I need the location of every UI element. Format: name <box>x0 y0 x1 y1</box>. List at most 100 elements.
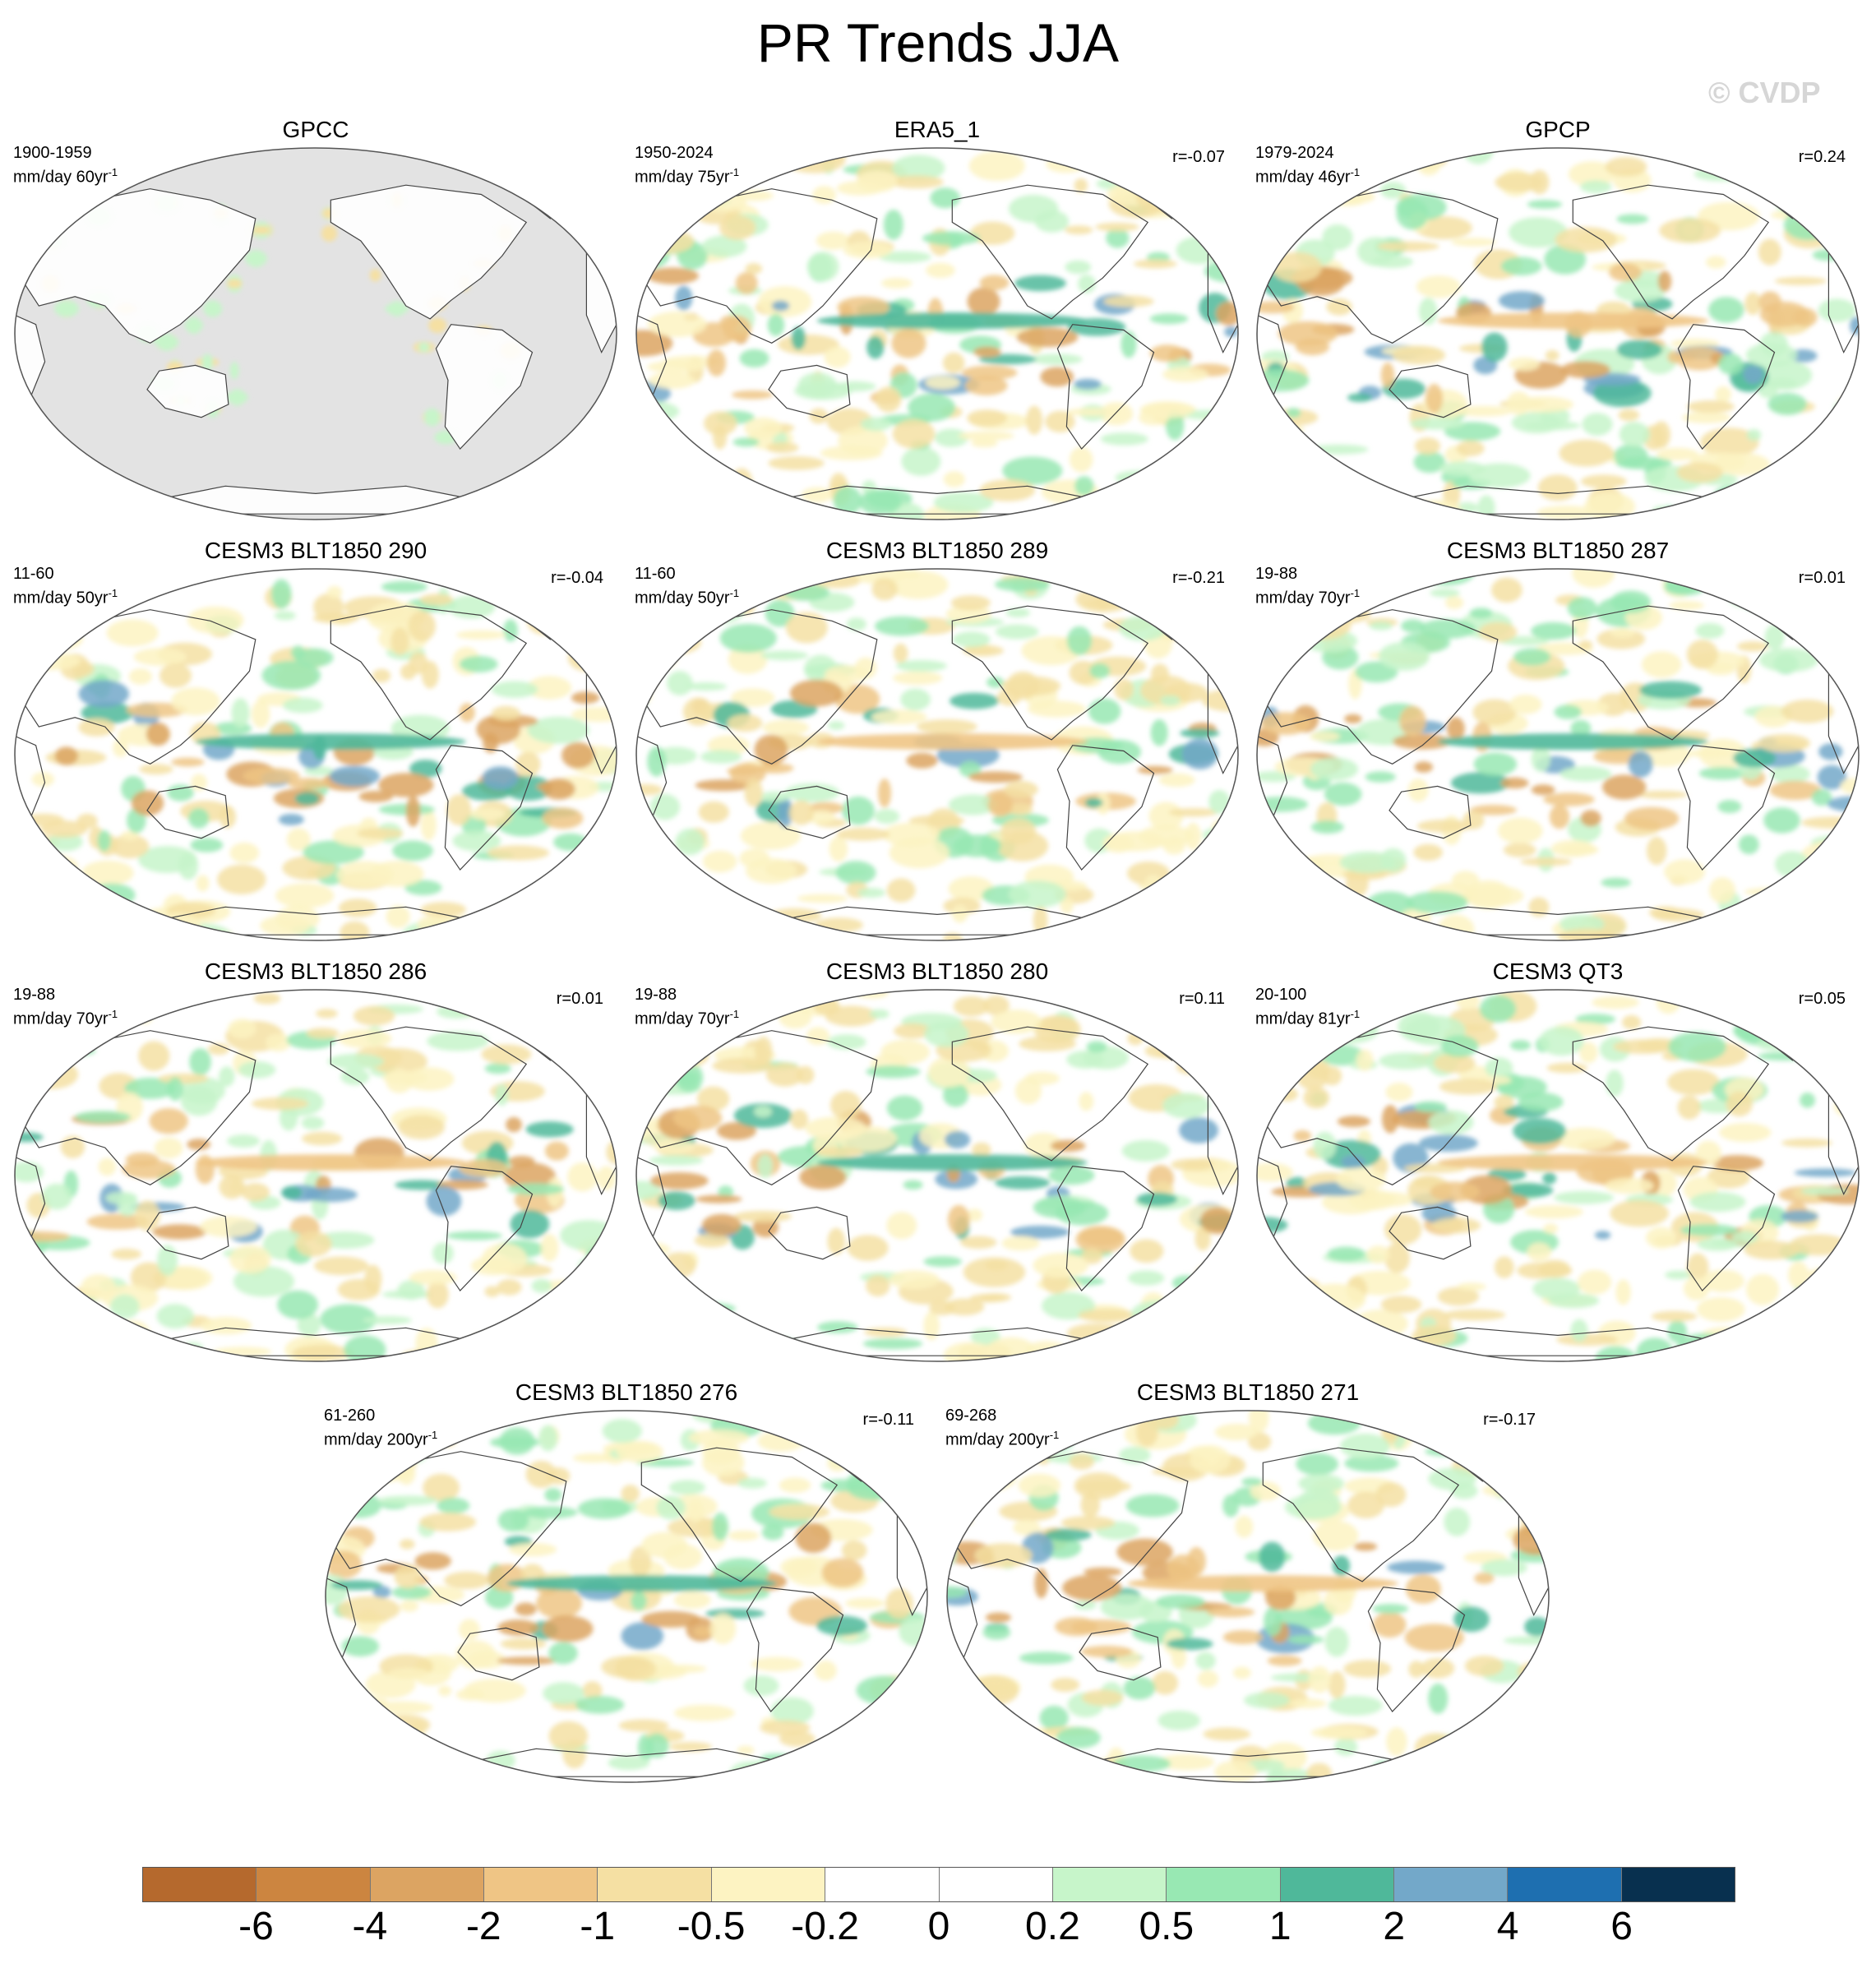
units-exponent: -1 <box>729 587 740 599</box>
continent-outline <box>1262 188 1499 344</box>
pattern-correlation: r=0.01 <box>556 990 603 1008</box>
continent-outline <box>1677 324 1776 450</box>
units-exponent: -1 <box>1049 1429 1060 1441</box>
continent-outline <box>947 1577 978 1662</box>
colorbar-tick-label: 0 <box>927 1905 950 1948</box>
continent-outline <box>1389 1206 1472 1260</box>
colorbar-tick-label: -4 <box>352 1905 388 1948</box>
continent-outline <box>951 605 1149 741</box>
continent-outline <box>150 1327 482 1356</box>
colorbar-swatch <box>370 1868 485 1901</box>
continent-outline <box>326 1577 357 1662</box>
map-border <box>635 989 1239 1362</box>
continent-outline <box>150 485 482 515</box>
continent-outline <box>1262 609 1499 765</box>
panel-title: ERA5_1 <box>894 117 981 142</box>
panel-units: mm/day 60yr-1 <box>13 166 118 187</box>
panel-units: mm/day 70yr-1 <box>1255 587 1361 607</box>
units-exponent: -1 <box>108 1008 118 1020</box>
map-border <box>635 147 1239 520</box>
continent-outline <box>435 745 534 871</box>
continent-outline <box>1572 184 1770 320</box>
colorbar-tick-label: -6 <box>238 1905 274 1948</box>
pattern-correlation: r=0.24 <box>1798 148 1846 166</box>
continent-outline <box>460 1748 792 1777</box>
robinson-map <box>635 147 1239 520</box>
map-border <box>635 568 1239 941</box>
panel-period: 61-260 <box>324 1407 376 1425</box>
panel-units: mm/day 50yr-1 <box>13 587 118 607</box>
continent-outline <box>636 1156 668 1241</box>
panel-units: mm/day 200yr-1 <box>324 1429 438 1449</box>
units-exponent: -1 <box>729 1008 740 1020</box>
map-panel: CESM3 BLT1850 290 11-60 mm/day 50yr-1 r=-0.… <box>12 536 620 947</box>
robinson-map <box>1256 989 1860 1362</box>
continent-outline <box>1257 1156 1288 1241</box>
precip-trend-field <box>15 175 617 515</box>
colorbar-swatch <box>1621 1868 1735 1901</box>
panel-units: mm/day 50yr-1 <box>635 587 740 607</box>
precip-trend-field <box>1257 990 1859 1361</box>
continent-outline <box>20 609 256 765</box>
map-border <box>14 568 617 941</box>
continent-outline <box>435 1166 534 1292</box>
panel-units: mm/day 70yr-1 <box>13 1008 118 1028</box>
continent-outline <box>771 906 1103 935</box>
map-panel: GPCC 1900-1959 mm/day 60yr-1 <box>12 115 620 526</box>
panel-title: CESM3 BLT1850 276 <box>515 1379 738 1405</box>
map-panel: GPCP 1979-2024 mm/day 46yr-1 r=0.24 <box>1254 115 1862 526</box>
pattern-correlation: r=0.05 <box>1798 990 1846 1008</box>
colorbar-swatch <box>598 1868 712 1901</box>
continent-outline <box>951 1026 1149 1162</box>
robinson-map <box>635 989 1239 1362</box>
units-exponent: -1 <box>1350 587 1361 599</box>
continent-outline <box>330 1451 567 1606</box>
continent-outline <box>1257 735 1288 820</box>
continent-outline <box>952 1451 1189 1606</box>
colorbar-swatch <box>939 1868 1053 1901</box>
continent-outline <box>457 1627 540 1681</box>
map-border <box>946 1410 1550 1783</box>
map-panel: CESM3 BLT1850 286 19-88 mm/day 70yr-1 r=0.0… <box>12 957 620 1368</box>
map-panel: ERA5_1 1950-2024 mm/day 75yr-1 r=-0.07 <box>633 115 1241 526</box>
robinson-map <box>1256 568 1860 941</box>
continent-outline <box>150 906 482 935</box>
continent-outline <box>1367 1587 1466 1713</box>
colorbar-swatch <box>1052 1868 1167 1901</box>
panel-title: GPCP <box>1525 117 1591 142</box>
units-exponent: -1 <box>108 587 118 599</box>
continent-outline <box>1392 1327 1724 1356</box>
continent-outline <box>746 1587 844 1713</box>
cvdp-watermark: © CVDP <box>1708 76 1821 109</box>
colorbar-tick-label: 1 <box>1268 1905 1291 1948</box>
continent-outline <box>1262 1030 1499 1185</box>
map-panel: CESM3 QT3 20-100 mm/day 81yr-1 r=0.05 <box>1254 957 1862 1368</box>
panel-units: mm/day 46yr-1 <box>1255 166 1361 187</box>
panel-period: 1950-2024 <box>635 144 714 162</box>
panel-units: mm/day 81yr-1 <box>1255 1008 1361 1028</box>
colorbar-swatch <box>484 1868 598 1901</box>
continent-outline <box>1257 314 1288 400</box>
panel-period: 19-88 <box>635 986 677 1004</box>
pattern-correlation: r=-0.07 <box>1172 148 1225 166</box>
panel-period: 1979-2024 <box>1255 144 1334 162</box>
map-panel: CESM3 BLT1850 287 19-88 mm/day 70yr-1 r=0.0… <box>1254 536 1862 947</box>
robinson-map <box>325 1410 928 1783</box>
colorbar-tick-label: -1 <box>580 1905 616 1948</box>
units-exponent: -1 <box>427 1429 438 1441</box>
map-border <box>325 1410 928 1783</box>
colorbar-swatch <box>825 1868 940 1901</box>
colorbar-swatch <box>1167 1868 1281 1901</box>
page-title: PR Trends JJA <box>756 12 1120 73</box>
continent-outline <box>146 364 229 418</box>
panel-period: 19-88 <box>13 986 56 1004</box>
units-exponent: -1 <box>1350 1008 1361 1020</box>
continent-outline <box>771 485 1103 515</box>
continent-outline <box>768 364 851 418</box>
continent-outline <box>1262 1447 1460 1582</box>
colorbar-tick-label: -0.2 <box>791 1905 859 1948</box>
map-panel: CESM3 BLT1850 271 69-268 mm/day 200yr-1 r=-… <box>944 1378 1552 1789</box>
continent-outline <box>1056 745 1155 871</box>
panel-period: 11-60 <box>635 565 676 583</box>
panel-title: CESM3 BLT1850 287 <box>1446 538 1670 563</box>
